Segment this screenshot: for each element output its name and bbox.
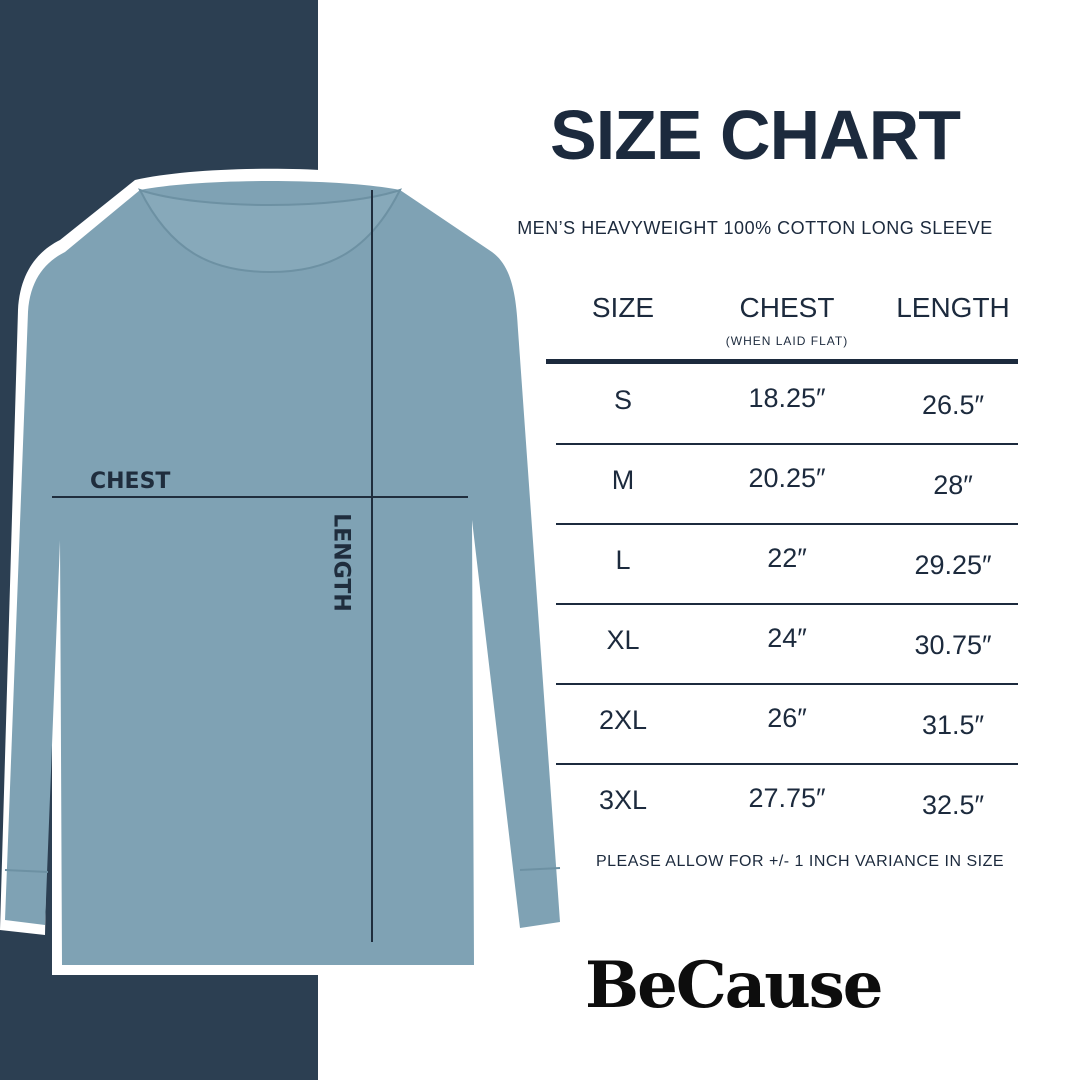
- cell-length-text: 31.5″: [921, 710, 985, 740]
- cell-length: 32.5″: [853, 790, 1053, 821]
- row-divider: [556, 763, 1018, 765]
- table-row: XL 24″ 30.75″: [0, 623, 1080, 705]
- cell-size-text: S: [613, 385, 632, 415]
- cell-length: 29.25″: [853, 550, 1053, 581]
- cell-size-text: XL: [606, 625, 640, 655]
- cell-size: M: [523, 465, 723, 496]
- row-divider: [556, 683, 1018, 685]
- table-row: M 20.25″ 28″: [0, 463, 1080, 545]
- cell-size: L: [523, 545, 723, 576]
- cell-length: 30.75″: [853, 630, 1053, 661]
- cell-size: 3XL: [523, 785, 723, 816]
- shirt-body: [5, 181, 560, 965]
- header-chest-note: (WHEN LAID FLAT): [725, 334, 849, 348]
- table-row: S 18.25″ 26.5″: [0, 383, 1080, 465]
- cell-size: 2XL: [523, 705, 723, 736]
- cell-size-text: 2XL: [598, 705, 648, 735]
- cuffs: [4, 867, 561, 873]
- header-divider: [546, 359, 1018, 364]
- table-row: L 22″ 29.25″: [0, 543, 1080, 625]
- cell-length-text: 29.25″: [914, 550, 992, 580]
- variance-note: PLEASE ALLOW FOR +/- 1 INCH VARIANCE IN …: [595, 853, 1005, 870]
- cell-chest: 26″: [687, 703, 887, 734]
- chest-label: CHEST: [90, 469, 171, 494]
- cell-length: 26.5″: [853, 390, 1053, 421]
- header-chest: CHEST: [739, 292, 835, 323]
- cell-chest: 20.25″: [687, 463, 887, 494]
- header-length: LENGTH: [896, 292, 1010, 323]
- cell-chest: 18.25″: [687, 383, 887, 414]
- cell-chest: 22″: [687, 543, 887, 574]
- cell-chest: 24″: [687, 623, 887, 654]
- row-divider: [556, 603, 1018, 605]
- collar: [138, 188, 402, 274]
- cell-size: S: [523, 385, 723, 416]
- cell-chest-text: 20.25″: [748, 463, 826, 493]
- cell-chest-text: 18.25″: [748, 383, 826, 413]
- cell-chest-text: 26″: [767, 703, 807, 733]
- brand-logo: BeCause: [585, 948, 883, 1023]
- cell-length-text: 28″: [933, 470, 973, 500]
- cell-size-text: L: [615, 545, 631, 575]
- cell-size: XL: [523, 625, 723, 656]
- cell-chest: 27.75″: [687, 783, 887, 814]
- shirt-illustration: [4, 181, 561, 965]
- cell-size-text: 3XL: [598, 785, 648, 815]
- subtitle: MEN’S HEAVYWEIGHT 100% COTTON LONG SLEEV…: [517, 218, 993, 238]
- cell-chest-text: 24″: [767, 623, 807, 653]
- row-divider: [556, 443, 1018, 445]
- cell-chest-text: 22″: [767, 543, 807, 573]
- cell-length: 28″: [853, 470, 1053, 501]
- cell-length-text: 26.5″: [921, 390, 985, 420]
- cell-length: 31.5″: [853, 710, 1053, 741]
- cell-length-text: 32.5″: [921, 790, 985, 820]
- cell-size-text: M: [611, 465, 635, 495]
- page-title: SIZE CHART: [550, 96, 961, 174]
- cell-chest-text: 27.75″: [748, 783, 826, 813]
- row-divider: [556, 523, 1018, 525]
- header-size: SIZE: [591, 292, 655, 323]
- table-row: 3XL 27.75″ 32.5″: [0, 783, 1080, 865]
- cell-length-text: 30.75″: [914, 630, 992, 660]
- table-row: 2XL 26″ 31.5″: [0, 703, 1080, 785]
